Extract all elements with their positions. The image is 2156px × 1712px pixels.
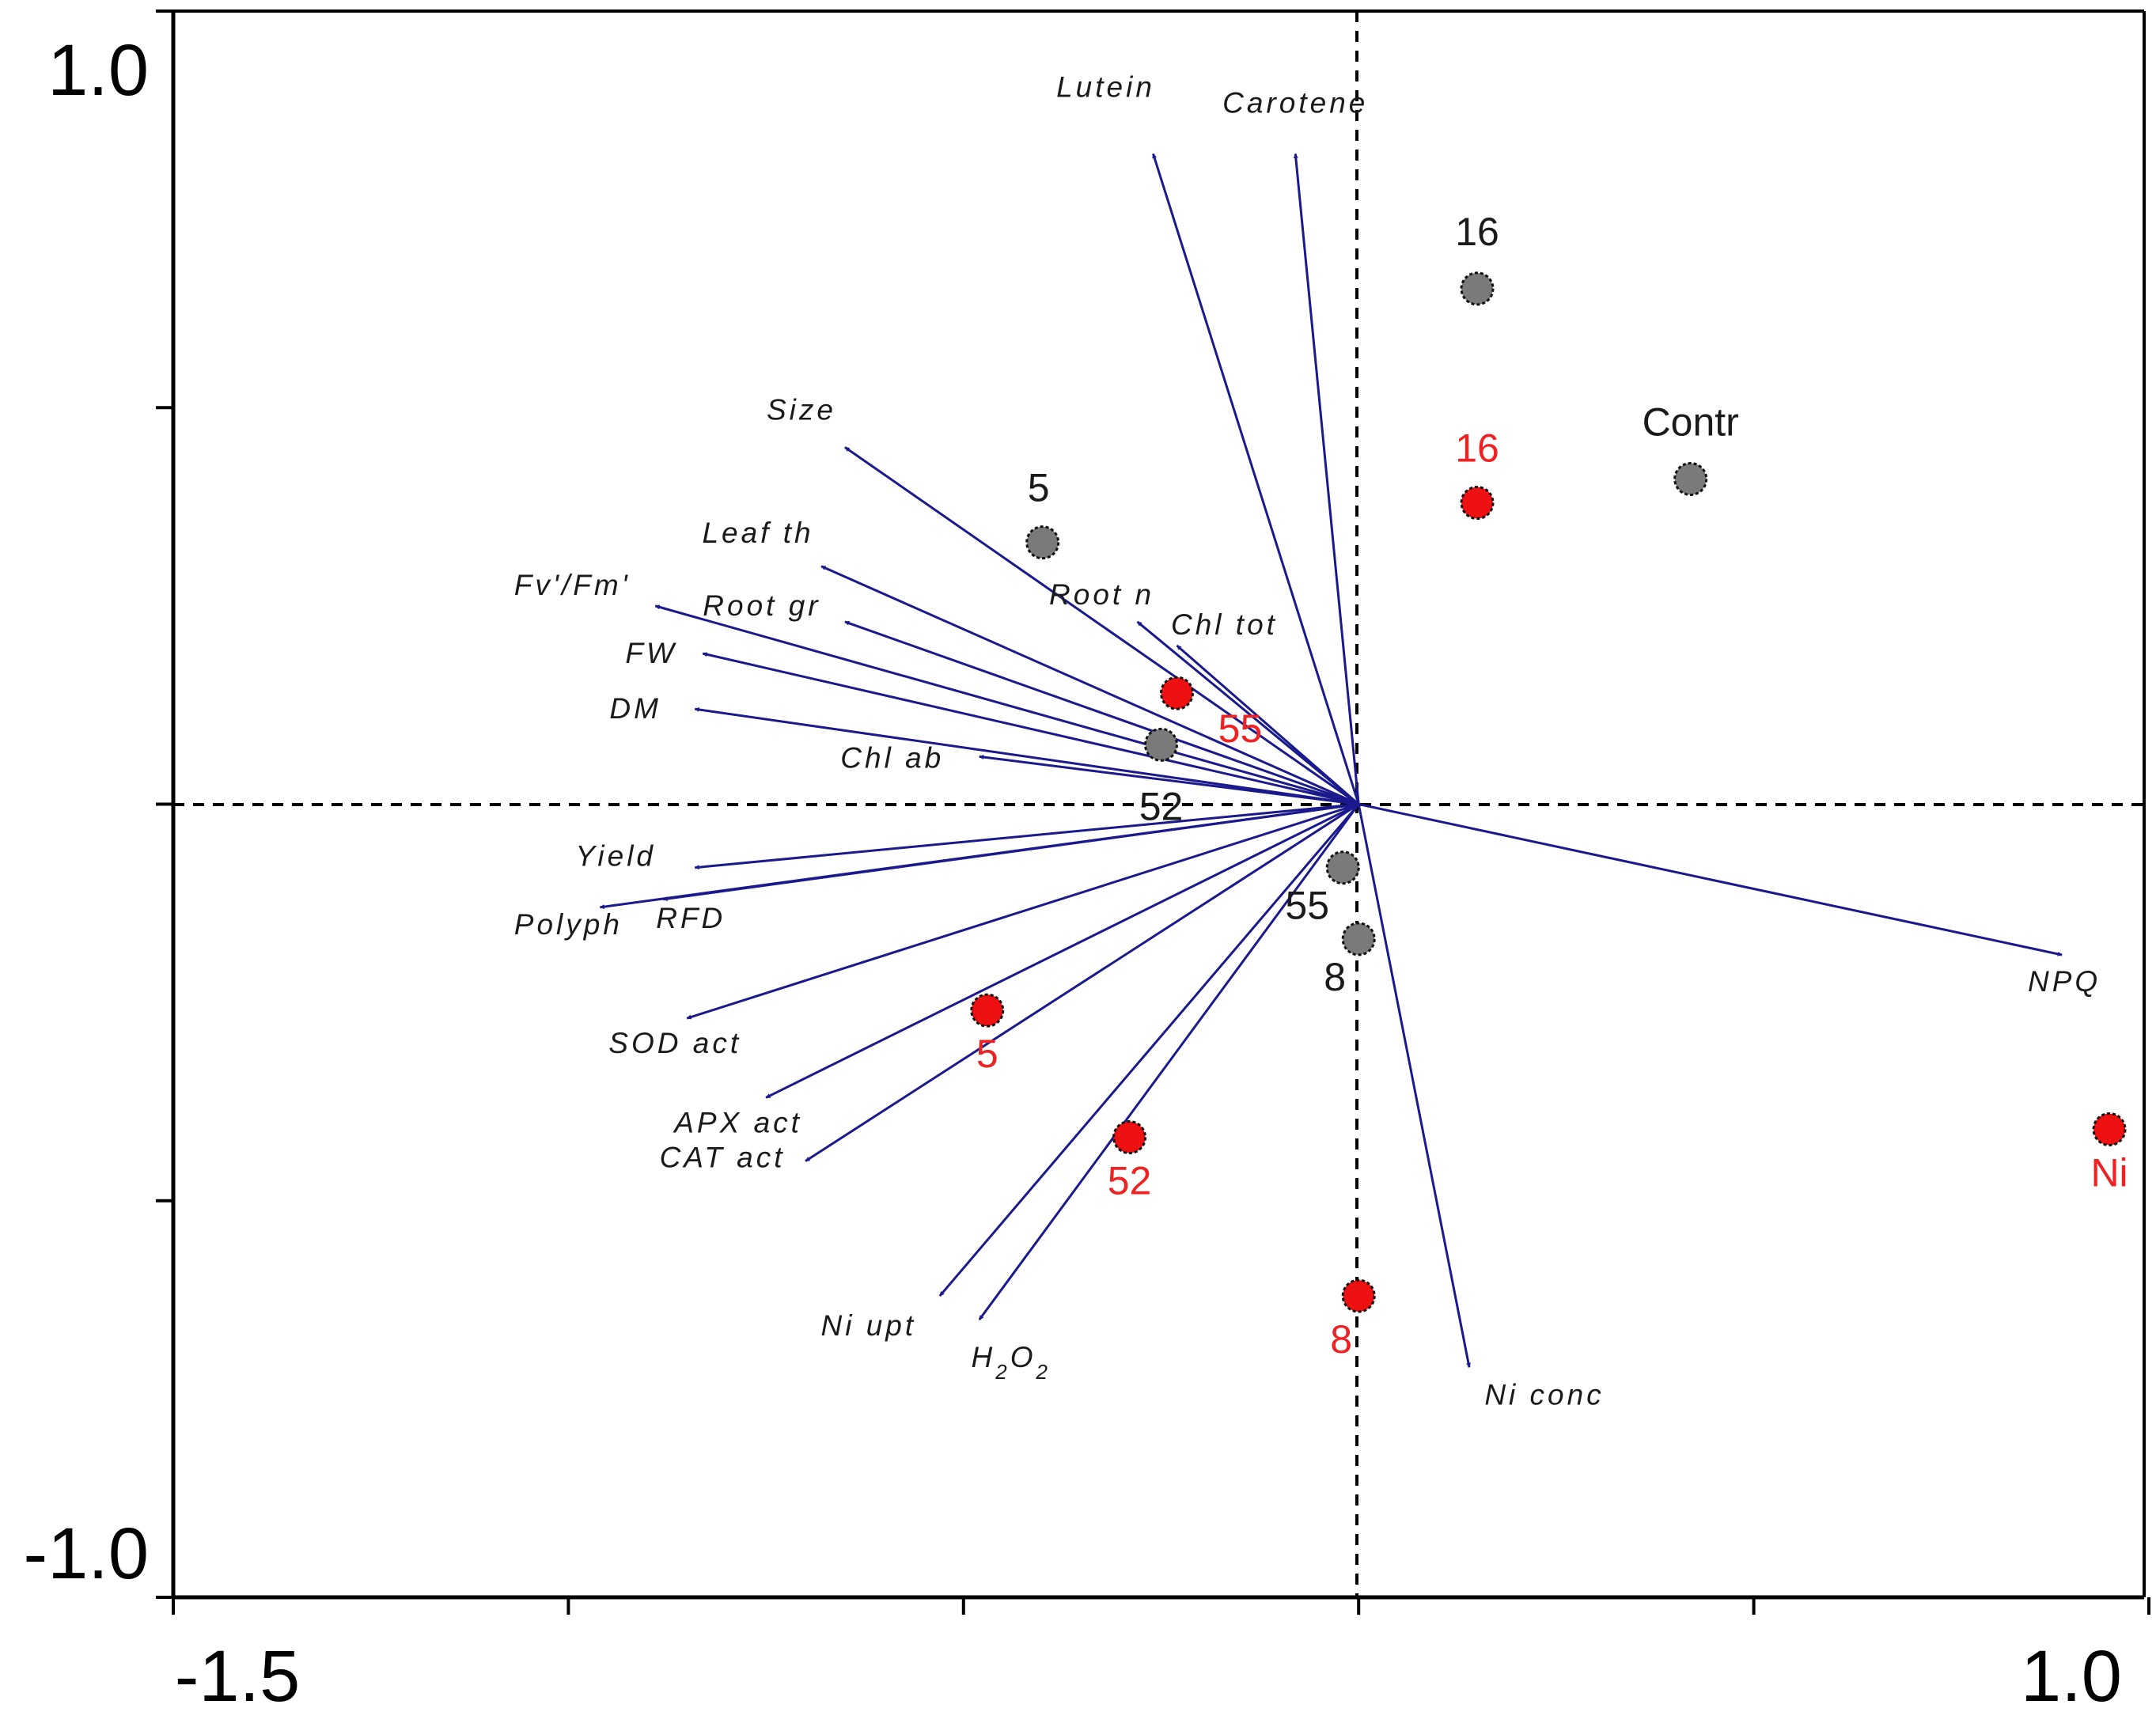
- red-point-52: [1112, 1120, 1147, 1155]
- vector-label-rfd: RFD: [656, 902, 726, 934]
- red-point-5: [970, 993, 1005, 1028]
- vector-label-carotene: Carotene: [1222, 86, 1368, 119]
- vector-ni-conc: [1357, 804, 1471, 1368]
- vector-label-cat-act: CAT act: [660, 1142, 786, 1174]
- vector-label-ni-conc: Ni conc: [1484, 1378, 1604, 1411]
- vector-label-apx-act: APX act: [673, 1106, 802, 1138]
- vector-label-polyph: Polyph: [514, 908, 623, 941]
- y-tick-label-top: 1.0: [47, 30, 149, 111]
- x-tick-label-left: -1.5: [175, 1636, 301, 1712]
- vector-carotene: [1293, 153, 1360, 805]
- grey-point-label-52: 52: [1139, 784, 1184, 828]
- vector-label-leaf-th: Leaf th: [702, 517, 813, 549]
- vector-fv-fm: [654, 604, 1359, 805]
- grey-point-label-16: 16: [1455, 210, 1499, 254]
- red-point-label-55: 55: [1218, 706, 1263, 751]
- grey-point-label-55: 55: [1285, 884, 1329, 928]
- vector-label-ni-upt: Ni upt: [821, 1309, 917, 1342]
- vector-npq: [1358, 803, 2063, 956]
- vector-ni-upt: [938, 803, 1360, 1297]
- grey-point-16: [1460, 271, 1495, 306]
- vector-label-yield: Yield: [575, 840, 656, 873]
- vector-label-fv-fm: Fv'/Fm': [514, 569, 631, 601]
- vector-root-gr: [844, 620, 1359, 805]
- vector-leaf-th: [820, 565, 1359, 805]
- red-point-55: [1159, 676, 1194, 710]
- vector-label-root-n: Root n: [1049, 578, 1154, 611]
- vector-label-fw: FW: [625, 637, 677, 669]
- vector-label-chl-tot: Chl tot: [1171, 608, 1278, 641]
- grey-point-55: [1325, 850, 1360, 885]
- vector-lutein: [1152, 153, 1360, 805]
- vector-h2o2: [978, 803, 1360, 1321]
- vector-label-npq: NPQ: [2028, 965, 2101, 998]
- vector-yield: [694, 803, 1359, 870]
- y-tick-label-bottom: -1.0: [23, 1513, 149, 1594]
- vector-label-chl-ab: Chl ab: [840, 741, 944, 774]
- vector-cat-act: [805, 803, 1360, 1162]
- red-point-label-ni: Ni: [2090, 1151, 2128, 1195]
- x-tick-label-right: 1.0: [2021, 1636, 2122, 1712]
- vector-dm: [694, 706, 1359, 805]
- vector-label-size: Size: [767, 393, 836, 426]
- vector-polyph: [599, 803, 1359, 910]
- vector-label-lutein: Lutein: [1056, 70, 1155, 103]
- red-point-label-5: 5: [976, 1032, 998, 1076]
- red-point-16: [1460, 486, 1495, 521]
- grey-point-5: [1025, 525, 1060, 560]
- red-point-ni: [2092, 1112, 2127, 1147]
- red-point-label-52: 52: [1108, 1159, 1152, 1203]
- grey-point-label-contr: Contr: [1643, 400, 1739, 444]
- vector-chl-tot: [1176, 644, 1360, 805]
- grey-point-contr: [1673, 461, 1708, 496]
- loading-vectors: Lutein Carotene Size Leaf th Root n Chl tot Fv…: [514, 70, 2101, 1411]
- axis-ticks: [156, 9, 2150, 1615]
- red-point-label-8: 8: [1330, 1317, 1352, 1362]
- vector-label-sod-act: SOD act: [608, 1027, 741, 1059]
- grey-point-52: [1144, 727, 1178, 762]
- grey-point-8: [1341, 922, 1376, 956]
- grey-point-label-5: 5: [1028, 466, 1050, 510]
- vector-apx-act: [765, 803, 1359, 1099]
- vector-root-n: [1136, 620, 1360, 805]
- vector-chl-ab: [979, 755, 1359, 805]
- vector-sod-act: [686, 803, 1359, 1020]
- vector-label-dm: DM: [609, 692, 661, 725]
- vector-size: [844, 446, 1360, 805]
- red-point-8: [1341, 1278, 1376, 1313]
- vector-label-h2o2: H2O2: [972, 1341, 1051, 1384]
- vector-fw: [702, 652, 1359, 805]
- red-point-label-16: 16: [1455, 426, 1499, 471]
- vector-label-root-gr: Root gr: [703, 589, 820, 622]
- grey-point-label-8: 8: [1324, 955, 1346, 999]
